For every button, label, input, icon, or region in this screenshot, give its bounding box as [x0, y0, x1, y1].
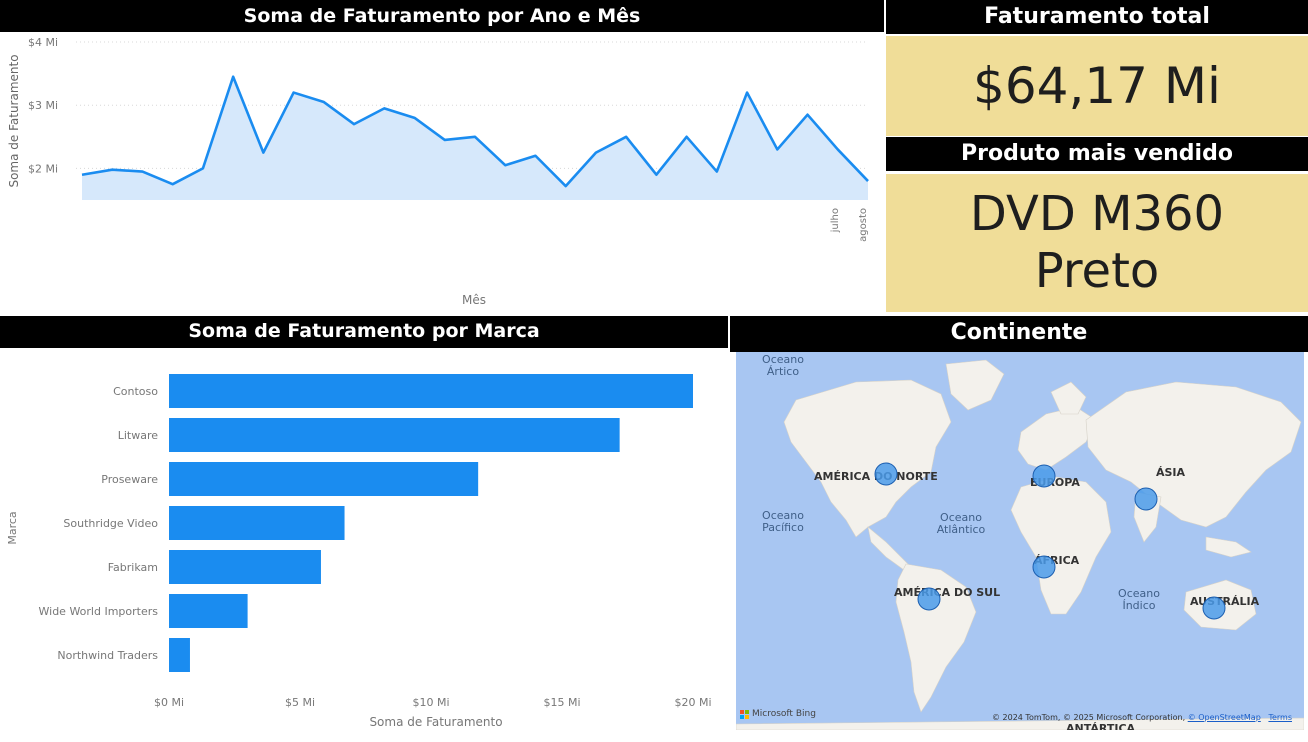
- line-y-axis-title: Soma de Faturamento: [7, 54, 21, 187]
- bar-category-label: Wide World Importers: [39, 605, 159, 618]
- continent-bubble[interactable]: [1032, 555, 1056, 579]
- ocean-label: Oceano Ártico: [762, 353, 804, 378]
- bar-category-label: Southridge Video: [63, 517, 158, 530]
- continent-bubble[interactable]: [1202, 596, 1226, 620]
- line-point[interactable]: [412, 115, 418, 121]
- bar-y-axis-title: Marca: [6, 511, 19, 544]
- bar-x-tick-label: $15 Mi: [543, 696, 580, 709]
- map-title: Continente: [730, 316, 1308, 352]
- line-point[interactable]: [532, 153, 538, 159]
- map-land: [736, 359, 1304, 730]
- line-point[interactable]: [139, 169, 145, 175]
- bar-category-label: Proseware: [101, 473, 158, 486]
- line-series[interactable]: [81, 75, 869, 188]
- bar[interactable]: [169, 418, 620, 452]
- bar[interactable]: [169, 462, 479, 496]
- line-point[interactable]: [170, 181, 176, 187]
- line-y-tick-label: $3 Mi: [28, 99, 58, 112]
- bar-chart: Contoso Litware Proseware Southridge Video F…: [6, 374, 712, 729]
- line-point[interactable]: [472, 134, 478, 140]
- continent-bubble[interactable]: [1032, 464, 1056, 488]
- bar-x-axis-title: Soma de Faturamento: [369, 715, 502, 729]
- continent-bubble[interactable]: [917, 587, 941, 611]
- kpi-product-value-line2: Preto: [1034, 243, 1160, 299]
- line-chart: $2 Mi $3 Mi $4 Mi Soma de Faturamento julho a…: [7, 36, 871, 307]
- line-point[interactable]: [623, 134, 629, 140]
- kpi-product-value-line1: DVD M360: [969, 186, 1225, 242]
- line-point[interactable]: [684, 134, 690, 140]
- line-point[interactable]: [563, 183, 569, 189]
- bar-category-label: Fabrikam: [108, 561, 158, 574]
- line-point[interactable]: [321, 99, 327, 105]
- bar-x-tick-label: $20 Mi: [674, 696, 711, 709]
- world-map[interactable]: Oceano Ártico Oceano Pacífico Oceano Atlân…: [736, 352, 1304, 730]
- line-point[interactable]: [653, 172, 659, 178]
- osm-link[interactable]: © OpenStreetMap: [1187, 713, 1261, 722]
- line-point[interactable]: [79, 172, 85, 178]
- map-points: [874, 462, 1226, 620]
- continent-label: ANTÁRTICA: [1066, 722, 1136, 730]
- line-point[interactable]: [291, 90, 297, 96]
- line-point[interactable]: [442, 137, 448, 143]
- line-point[interactable]: [835, 146, 841, 152]
- continent-bubble[interactable]: [1134, 487, 1158, 511]
- line-point[interactable]: [260, 150, 266, 156]
- bar-category-label: Litware: [118, 429, 159, 442]
- kpi-total-value: $64,17 Mi: [973, 57, 1221, 115]
- ocean-label: Oceano Índico: [1118, 587, 1160, 612]
- kpi-total-title: Faturamento total: [886, 0, 1308, 34]
- bar[interactable]: [169, 374, 693, 408]
- line-y-tick-label: $2 Mi: [28, 162, 58, 175]
- line-x-tick-label: agosto: [858, 208, 869, 242]
- bar-x-tick-label: $0 Mi: [154, 696, 184, 709]
- bar-x-tick-label: $10 Mi: [412, 696, 449, 709]
- line-point[interactable]: [593, 150, 599, 156]
- line-point[interactable]: [805, 112, 811, 118]
- line-point[interactable]: [774, 146, 780, 152]
- line-point[interactable]: [502, 162, 508, 168]
- bar-category-label: Contoso: [113, 385, 158, 398]
- bar[interactable]: [169, 594, 248, 628]
- line-chart-title: Soma de Faturamento por Ano e Mês: [0, 0, 884, 32]
- line-point[interactable]: [381, 105, 387, 111]
- kpi-total-card[interactable]: $64,17 Mi: [886, 36, 1308, 136]
- bar[interactable]: [169, 506, 345, 540]
- line-x-axis-title: Mês: [462, 293, 486, 307]
- line-y-tick-label: $4 Mi: [28, 36, 58, 49]
- map-attribution: © 2024 TomTom, © 2025 Microsoft Corporat…: [991, 713, 1292, 722]
- bar-chart-title: Soma de Faturamento por Marca: [0, 316, 728, 348]
- terms-link[interactable]: Terms: [1268, 713, 1292, 722]
- bar[interactable]: [169, 550, 321, 584]
- bar-x-tick-label: $5 Mi: [285, 696, 315, 709]
- microsoft-logo-icon: [740, 709, 749, 719]
- continent-label: ÁSIA: [1156, 466, 1186, 479]
- bar-category-label: Northwind Traders: [57, 649, 158, 662]
- bar[interactable]: [169, 638, 190, 672]
- ocean-label: Oceano Atlântico: [936, 511, 986, 536]
- bing-logo: Microsoft Bing: [740, 709, 816, 719]
- line-point[interactable]: [865, 178, 871, 184]
- line-point[interactable]: [714, 169, 720, 175]
- line-point[interactable]: [230, 74, 236, 80]
- bar-chart-panel: Contoso Litware Proseware Southridge Video F…: [0, 348, 730, 738]
- line-point[interactable]: [744, 90, 750, 96]
- line-point[interactable]: [351, 121, 357, 127]
- line-point[interactable]: [200, 165, 206, 171]
- line-chart-panel: $2 Mi $3 Mi $4 Mi Soma de Faturamento julho a…: [0, 32, 886, 314]
- kpi-product-title: Produto mais vendido: [886, 137, 1308, 171]
- line-point[interactable]: [109, 167, 115, 173]
- ocean-label: Oceano Pacífico: [762, 509, 804, 534]
- continent-bubble[interactable]: [874, 462, 898, 486]
- kpi-product-card[interactable]: DVD M360 Preto: [886, 174, 1308, 312]
- line-x-tick-label: julho: [830, 208, 841, 233]
